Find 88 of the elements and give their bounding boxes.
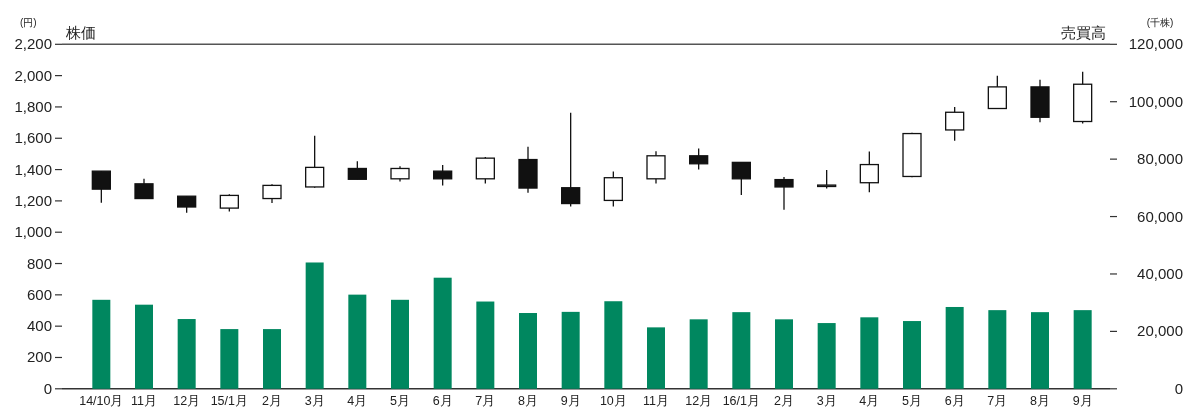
candlestick	[859, 150, 879, 193]
candlestick	[689, 147, 709, 171]
x-tick-label: 8月	[518, 394, 538, 408]
candlestick	[134, 178, 154, 200]
bar	[988, 310, 1007, 389]
y-tick-label: 200	[26, 348, 52, 366]
y-tick-label: 600	[26, 285, 52, 303]
x-tick-label: 6月	[944, 394, 965, 408]
bar	[860, 317, 879, 389]
x-tick-label: 5月	[390, 394, 410, 408]
candlestick	[475, 156, 495, 185]
x-tick-label: 3月	[304, 394, 325, 408]
y-tick-label: 400	[26, 317, 52, 335]
bar	[945, 306, 964, 389]
candlestick	[305, 135, 325, 189]
y-tick-label: 2,200	[14, 35, 52, 53]
x-tick-label: 14/10月	[79, 394, 124, 408]
y-tick-label: 1,200	[14, 191, 52, 209]
bar	[732, 312, 751, 389]
bar	[92, 299, 111, 389]
bar	[263, 329, 281, 389]
x-tick-label: 4月	[859, 394, 880, 408]
bar	[561, 311, 580, 389]
y-axis-title: 株価	[65, 24, 96, 42]
bar	[689, 319, 708, 389]
x-tick-label: 15/1月	[210, 394, 249, 408]
bar	[348, 294, 367, 389]
y-tick-label: 1,000	[14, 223, 52, 241]
text: (円)	[20, 17, 37, 28]
x-tick-label: 7月	[475, 394, 496, 408]
bar	[135, 304, 153, 389]
y-tick-label: 1,400	[14, 160, 52, 178]
bar	[391, 299, 409, 389]
y-tick-label: 800	[26, 254, 52, 272]
y2-tick-label: 100,000	[1128, 92, 1183, 110]
y2-tick-label: 20,000	[1137, 322, 1183, 340]
bar	[177, 319, 196, 389]
candlestick	[945, 106, 965, 142]
candlestick	[91, 170, 111, 204]
bar	[775, 319, 793, 389]
candlestick	[817, 169, 837, 190]
x-tick-label: 2月	[774, 394, 794, 408]
y-tick-label: 1,800	[14, 97, 52, 115]
x-tick-label: 4月	[347, 394, 368, 408]
x-tick-label: 16/1月	[722, 394, 761, 408]
candlestick	[347, 160, 367, 180]
x-tick-label: 12月	[685, 394, 713, 408]
bar	[305, 262, 324, 389]
y2-tick-label: 60,000	[1137, 207, 1183, 225]
bar	[519, 313, 537, 389]
candlestick	[646, 150, 666, 185]
y2-axis-title: 売買高	[1061, 24, 1106, 42]
x-tick-label: 9月	[1072, 394, 1093, 408]
candlestick	[731, 161, 751, 196]
y2-tick-label: 40,000	[1137, 264, 1183, 282]
text: (千株)	[1146, 17, 1174, 28]
x-tick-label: 12月	[173, 394, 201, 408]
x-tick-label: 9月	[560, 394, 581, 408]
y2-tick-label: 80,000	[1137, 150, 1183, 168]
x-tick-label: 8月	[1030, 394, 1050, 408]
bar	[476, 301, 495, 389]
bar	[647, 327, 665, 389]
x-tick-label: 2月	[262, 394, 282, 408]
bar	[433, 277, 452, 389]
y-tick-label: 0	[43, 379, 52, 397]
bar	[220, 329, 239, 389]
bar	[604, 301, 623, 389]
x-tick-label: 10月	[599, 394, 627, 408]
x-tick-label: 5月	[902, 394, 922, 408]
x-tick-label: 11月	[131, 394, 157, 408]
y2-tick-label: 0	[1174, 379, 1183, 397]
x-tick-label: 7月	[987, 394, 1008, 408]
candlestick	[262, 183, 282, 204]
bar	[817, 323, 836, 389]
y-tick-label: 1,600	[14, 129, 52, 147]
candlestick	[433, 164, 453, 187]
candlestick	[987, 75, 1007, 110]
x-tick-label: 3月	[816, 394, 837, 408]
candlestick	[561, 112, 581, 208]
x-tick-label: 11月	[643, 394, 669, 408]
y2-tick-label: 120,000	[1128, 35, 1183, 53]
candlestick	[603, 170, 623, 208]
y-tick-label: 2,000	[14, 66, 52, 84]
bar	[1073, 310, 1092, 389]
bar	[1031, 312, 1049, 389]
x-tick-label: 6月	[432, 394, 453, 408]
bar	[903, 321, 921, 389]
candlestick	[774, 176, 794, 211]
